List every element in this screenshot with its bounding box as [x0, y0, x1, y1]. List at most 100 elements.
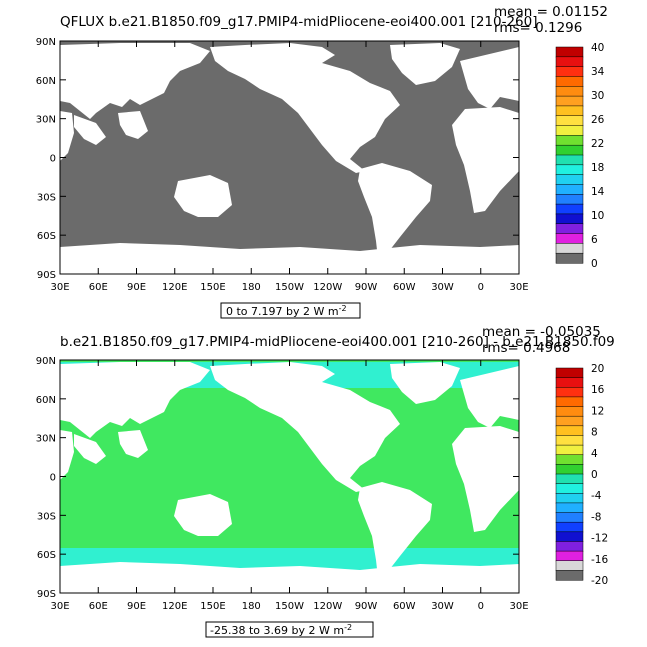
latitude-tick-label: 60N: [36, 395, 56, 406]
longitude-labels: 30E 60E 90E 120E 150E 180 150W 120W 90W 60W 30W 0 30…: [50, 601, 528, 612]
colorbar-swatch: [555, 223, 584, 235]
difference-map-panel: b.e21.B1850.f09_g17.PMIP4-midPliocene-eo…: [0, 320, 647, 647]
rms-value: rms= 0.4968: [482, 340, 570, 356]
colorbar: [555, 46, 584, 264]
axis-ticks: [59, 40, 520, 275]
colorbar-swatch: [555, 415, 584, 427]
range-exponent: -2: [344, 623, 352, 632]
axis-ticks: [59, 359, 520, 594]
longitude-tick-label: 30W: [431, 601, 454, 612]
colorbar-tick-label: 30: [591, 90, 604, 102]
colorbar-swatch: [555, 444, 584, 456]
longitude-tick-label: 120E: [162, 601, 187, 612]
longitude-tick-label: 30E: [50, 282, 69, 293]
difference-map-svg: b.e21.B1850.f09_g17.PMIP4-midPliocene-eo…: [36, 324, 615, 638]
colorbar-swatch: [555, 406, 584, 417]
longitude-tick-label: 150W: [275, 601, 304, 612]
colorbar-swatch: [555, 521, 584, 533]
colorbar-swatch: [555, 396, 584, 408]
latitude-labels: 90N 60N 30N 0 30S 60S 90S: [36, 356, 56, 600]
land-mass: [60, 111, 74, 161]
colorbar-tick-label: 10: [591, 210, 604, 222]
colorbar-swatch: [555, 512, 584, 523]
colorbar-swatch: [555, 377, 584, 388]
map-plot-area: [59, 40, 520, 275]
colorbar-tick-label: 8: [591, 427, 598, 439]
colorbar-tick-label: 12: [591, 405, 604, 417]
range-label: -25.38 to 3.69 by 2 W m: [210, 624, 344, 637]
colorbar-tick-label: 40: [591, 42, 604, 54]
svg-text:0 to 7.197 by 2 W m-2: 0 to 7.197 by 2 W m-2: [226, 304, 347, 318]
longitude-tick-label: 60E: [89, 601, 108, 612]
colorbar-swatch: [555, 56, 584, 68]
colorbar-swatch: [555, 95, 584, 107]
colorbar-tick-label: 0: [591, 258, 598, 270]
colorbar-swatch: [555, 550, 584, 562]
longitude-tick-label: 150W: [275, 282, 304, 293]
longitude-tick-label: 150E: [200, 282, 225, 293]
land-mass: [460, 366, 519, 428]
colorbar-swatch: [555, 243, 584, 254]
colorbar-swatch: [555, 46, 584, 58]
colorbar-swatch: [555, 115, 584, 127]
latitude-labels: 90N 60N 30N 0 30S 60S 90S: [36, 37, 56, 281]
longitude-tick-label: 150E: [200, 601, 225, 612]
colorbar-tick-label: 16: [591, 384, 605, 396]
land-mass: [60, 562, 519, 593]
longitude-tick-label: 60W: [393, 601, 416, 612]
colorbar-tick-label: -8: [591, 511, 601, 523]
colorbar-swatch: [555, 194, 584, 205]
colorbar-tick-label: -4: [591, 490, 602, 502]
longitude-tick-label: 60E: [89, 282, 108, 293]
land-mass: [210, 43, 400, 173]
continents: [60, 43, 519, 274]
continents: [60, 362, 519, 593]
land-mass: [460, 47, 519, 109]
colorbar-tick-label: 0: [591, 469, 598, 481]
latitude-tick-label: 90N: [36, 356, 56, 367]
land-mass: [174, 494, 232, 536]
colorbar-swatch: [555, 425, 584, 437]
colorbar-swatch: [555, 144, 584, 156]
longitude-tick-label: 0: [478, 282, 484, 293]
land-mass: [118, 430, 148, 458]
land-mass: [60, 430, 74, 480]
longitude-labels: 30E 60E 90E 120E 150E 180 150W 120W 90W 60W 30W 0 30…: [50, 282, 528, 293]
colorbar-tick-label: -20: [591, 575, 608, 587]
longitude-tick-label: 180: [242, 601, 261, 612]
longitude-tick-label: 30E: [50, 601, 69, 612]
colorbar-tick-label: 22: [591, 138, 604, 150]
longitude-tick-label: 30E: [509, 601, 528, 612]
colorbar-swatch: [555, 473, 584, 485]
land-mass: [358, 482, 432, 578]
land-mass: [74, 434, 106, 464]
latitude-tick-label: 60S: [37, 550, 56, 561]
colorbar-tick-label: 26: [591, 114, 605, 126]
longitude-tick-label: 120E: [162, 282, 187, 293]
range-exponent: -2: [339, 304, 347, 313]
mean-value: mean = -0.05035: [482, 324, 601, 340]
longitude-tick-label: 180: [242, 282, 261, 293]
colorbar-swatch: [555, 252, 584, 264]
longitude-tick-label: 30E: [509, 282, 528, 293]
land-mass: [60, 362, 210, 438]
latitude-tick-label: 90S: [37, 270, 56, 281]
colorbar-swatch: [555, 541, 584, 552]
latitude-tick-label: 30S: [37, 511, 56, 522]
qflux-map-svg: QFLUX b.e21.B1850.f09_g17.PMIP4-midPlioc…: [36, 4, 608, 319]
colorbar-swatch: [555, 570, 584, 581]
colorbar-swatch: [555, 454, 584, 465]
colorbar-swatch: [555, 174, 584, 186]
land-mass: [358, 163, 432, 259]
mean-value: mean = 0.01152: [494, 4, 608, 20]
colorbar-tick-label: 6: [591, 234, 598, 246]
range-label-box: 0 to 7.197 by 2 W m-2: [220, 302, 361, 319]
latitude-tick-label: 30N: [36, 115, 56, 126]
longitude-tick-label: 120W: [313, 282, 342, 293]
map-title: QFLUX b.e21.B1850.f09_g17.PMIP4-midPlioc…: [60, 14, 538, 30]
land-mass: [390, 362, 460, 404]
colorbar-labels: 40 34 30 26 22 18 14 10 6 0: [591, 42, 605, 270]
colorbar-swatch: [555, 125, 584, 136]
colorbar-tick-label: 18: [591, 162, 604, 174]
colorbar-swatch: [555, 154, 584, 166]
